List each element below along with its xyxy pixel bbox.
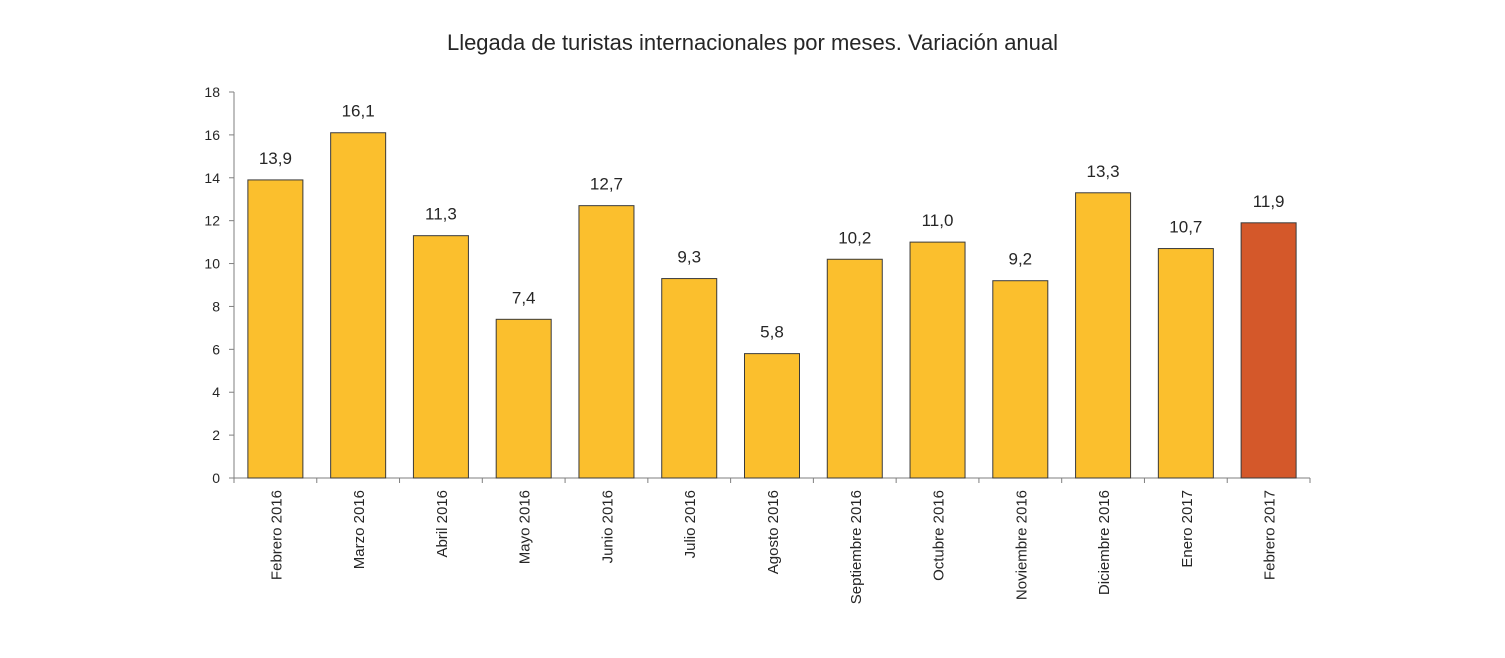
bar: [412, 235, 469, 479]
bar-value-label: 7,4: [512, 288, 536, 307]
x-tick-label: Julio 2016: [682, 490, 699, 558]
y-tick-label: 0: [212, 470, 220, 486]
bar: [744, 353, 800, 479]
bar-value-label: 9,2: [1008, 250, 1032, 269]
y-tick-label: 8: [212, 298, 220, 314]
bar-value-label: 13,3: [1087, 162, 1120, 181]
bar: [247, 179, 304, 479]
bar-value-label: 13,9: [259, 149, 292, 168]
bar-value-label: 10,2: [838, 228, 871, 247]
x-tick-label: Junio 2016: [599, 490, 616, 563]
x-tick-label: Enero 2017: [1179, 490, 1196, 568]
x-tick-label: Marzo 2016: [351, 490, 368, 569]
bar: [992, 280, 1049, 479]
x-tick-label: Diciembre 2016: [1096, 490, 1113, 595]
bar: [495, 318, 552, 479]
bar: [578, 205, 635, 479]
bar: [1157, 248, 1214, 479]
y-tick-label: 14: [204, 170, 220, 186]
y-tick-label: 10: [204, 256, 220, 272]
x-tick-label: Febrero 2016: [268, 490, 285, 580]
bar: [826, 258, 883, 479]
x-tick-label: Noviembre 2016: [1013, 490, 1030, 600]
bar-value-label: 11,9: [1253, 192, 1285, 211]
bar-value-label: 11,0: [922, 211, 954, 230]
bar: [330, 132, 387, 479]
y-tick-label: 12: [204, 213, 220, 229]
bar-value-label: 16,1: [342, 102, 375, 121]
x-tick-label: Abril 2016: [434, 490, 451, 558]
bar-value-label: 11,3: [425, 205, 457, 224]
chart-title: Llegada de turistas internacionales por …: [446, 30, 1059, 55]
bar-value-label: 9,3: [677, 248, 701, 267]
bar-value-label: 12,7: [590, 175, 623, 194]
bar: [1075, 192, 1132, 479]
x-tick-label: Mayo 2016: [517, 490, 534, 564]
bar: [909, 241, 966, 479]
y-tick-label: 6: [212, 341, 220, 357]
x-tick-label: Agosto 2016: [765, 490, 782, 574]
bar-value-label: 5,8: [760, 323, 784, 342]
y-tick-label: 2: [212, 427, 220, 443]
bar-value-label: 10,7: [1169, 218, 1202, 237]
y-tick-label: 16: [204, 127, 220, 143]
y-tick-label: 4: [212, 384, 220, 400]
y-tick-label: 18: [204, 84, 220, 100]
x-tick-label: Febrero 2017: [1262, 490, 1279, 580]
x-tick-label: Octubre 2016: [931, 490, 948, 581]
bar: [1240, 222, 1297, 479]
x-tick-label: Septiembre 2016: [848, 490, 865, 604]
bar: [661, 278, 718, 479]
